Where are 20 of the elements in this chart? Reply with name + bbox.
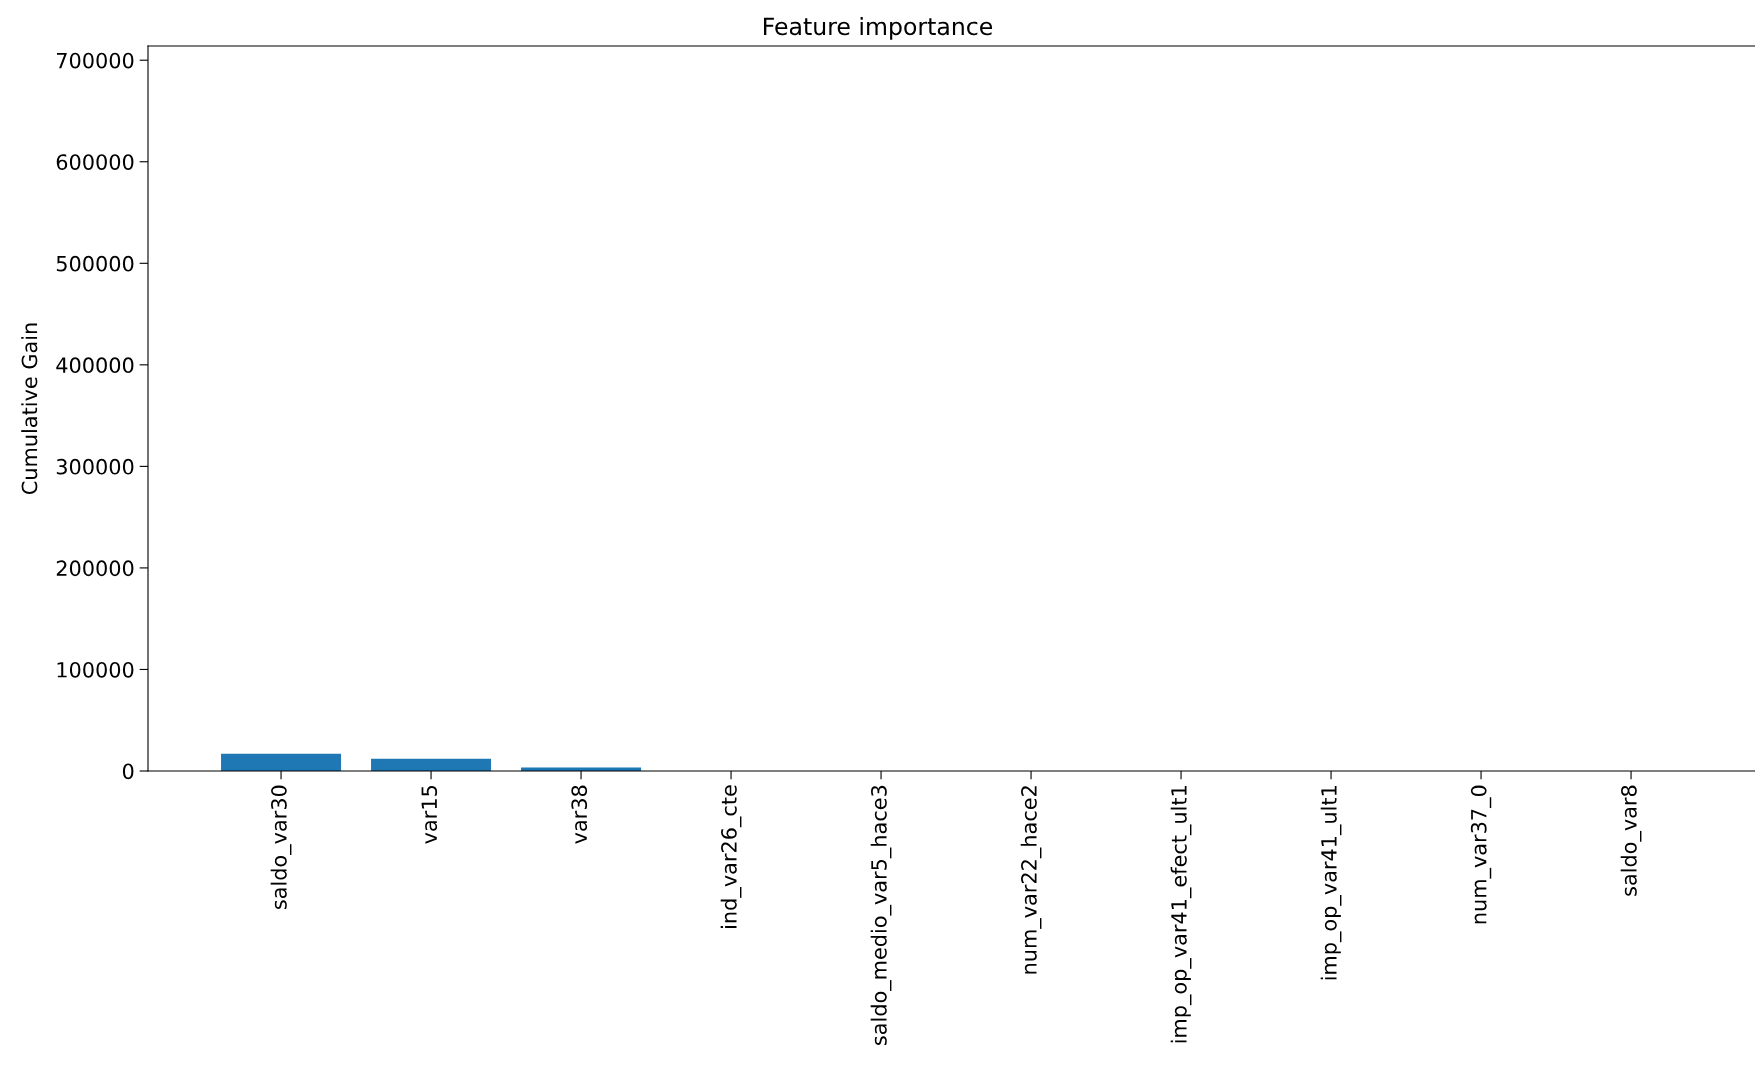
y-tick-label: 700000: [56, 52, 134, 69]
x-tick-label: var38: [571, 785, 588, 844]
y-axis-title: Cumulative Gain: [21, 323, 38, 495]
x-tick-label: ind_var26_cte: [720, 785, 742, 928]
y-tick-label: 500000: [56, 255, 134, 272]
x-tick-label: saldo_medio_var5_hace3: [870, 785, 892, 1045]
y-tick-label: 600000: [56, 154, 134, 170]
y-tick-label: 300000: [56, 458, 134, 475]
chart-title: Feature importance: [764, 16, 993, 40]
y-tick-label: 100000: [57, 661, 134, 678]
x-tick-label: saldo_var8: [1620, 785, 1642, 896]
x-tick-label: var15: [421, 786, 438, 844]
y-tick-label: 0: [122, 763, 134, 780]
y-tick-label: 200000: [56, 560, 134, 577]
x-tick-label: saldo_var30: [270, 785, 292, 910]
x-tick-label: imp_op_var41_efect_ult1: [1170, 786, 1192, 1043]
x-tick-label: num_var22_hace2: [1020, 786, 1042, 974]
x-tick-label: imp_op_var41_ult1: [1320, 786, 1342, 980]
y-tick-label: 400000: [56, 357, 134, 374]
x-tick-label: num_var37_0: [1470, 785, 1492, 924]
